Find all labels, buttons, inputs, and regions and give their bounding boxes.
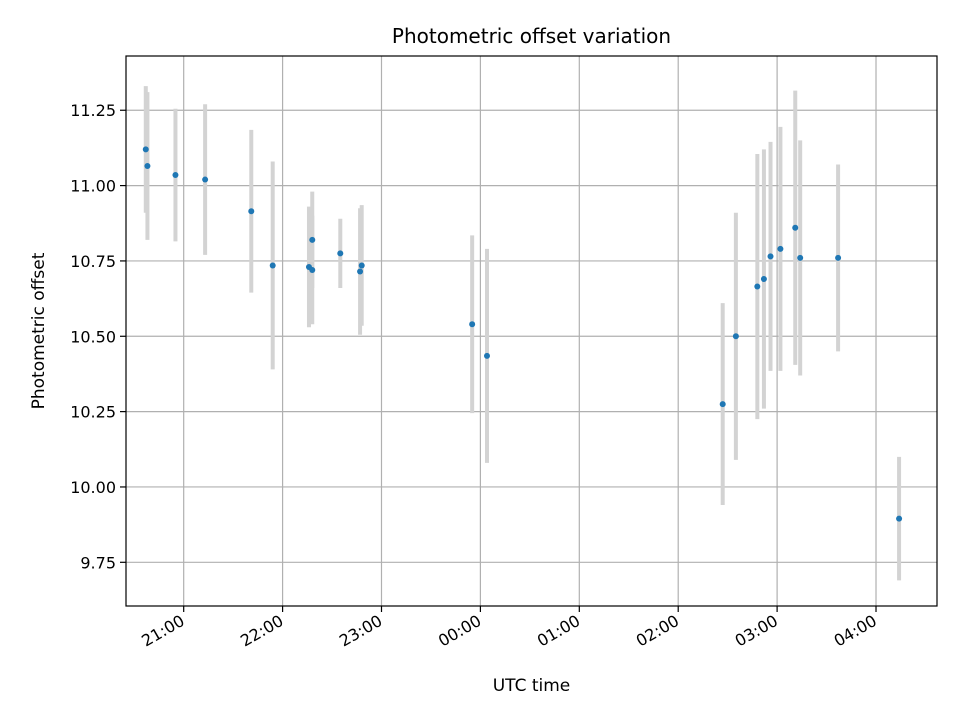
data-point — [357, 268, 364, 275]
data-point — [202, 176, 209, 183]
data-point — [142, 146, 149, 153]
x-tick-label: 00:00 — [435, 611, 484, 651]
y-tick-label: 10.75 — [70, 252, 116, 271]
data-point — [732, 333, 739, 340]
data-point — [469, 321, 476, 328]
data-point — [483, 352, 490, 359]
x-tick-label: 21:00 — [138, 611, 187, 651]
data-point — [358, 262, 365, 269]
errorbars — [143, 86, 902, 581]
y-axis-label: Photometric offset — [29, 252, 49, 409]
data-point — [767, 253, 774, 260]
data-point — [754, 283, 761, 290]
chart-title: Photometric offset variation — [392, 24, 671, 48]
x-tick-label: 04:00 — [831, 611, 880, 651]
x-tick-label: 03:00 — [732, 611, 781, 651]
plot-frame — [125, 55, 938, 607]
x-tick-label: 01:00 — [534, 611, 583, 651]
y-tick-label: 11.00 — [70, 177, 116, 196]
data-point — [144, 163, 151, 169]
data-point — [896, 515, 903, 522]
data-point — [835, 254, 842, 261]
x-tick-label: 22:00 — [237, 611, 286, 651]
x-tick-label: 23:00 — [336, 611, 385, 651]
data-point — [269, 262, 276, 269]
y-tick-label: 9.75 — [80, 553, 116, 572]
y-tick-label: 10.00 — [70, 478, 116, 497]
data-point — [797, 254, 804, 261]
data-point — [792, 224, 799, 231]
data-point — [309, 236, 316, 243]
grid — [126, 56, 937, 606]
axes: 21:00 22:00 23:00 00:00 01:00 02:00 03:00 04:00… — [70, 55, 938, 651]
data-point — [172, 172, 179, 179]
y-tick-label: 10.25 — [70, 403, 116, 422]
x-tick-label: 02:00 — [633, 611, 682, 651]
data-point — [719, 401, 726, 408]
x-axis-label: UTC time — [493, 676, 571, 696]
data-point — [337, 250, 344, 257]
data-point — [248, 208, 255, 215]
data-points — [142, 146, 903, 522]
y-tick-label: 11.25 — [70, 101, 116, 120]
data-point — [760, 276, 767, 283]
data-point — [309, 266, 316, 273]
y-tick-label: 10.50 — [70, 327, 116, 346]
data-point — [777, 245, 784, 252]
